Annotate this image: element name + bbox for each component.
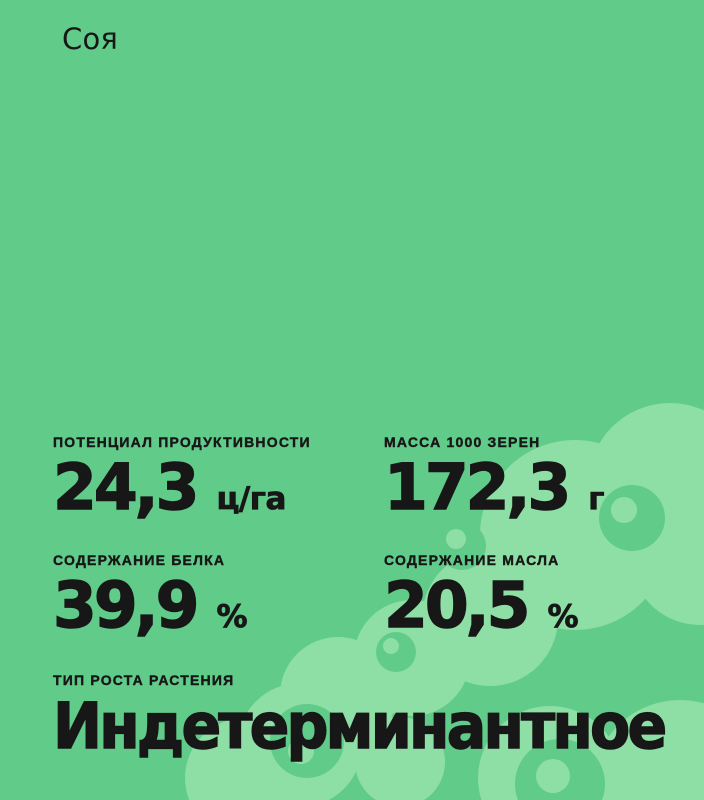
stat-thousand-grain-mass: МАССА 1000 ЗЕРЕН 172,3 г [383,433,605,524]
stat-number: 20,5 [383,569,531,642]
stat-unit: г [588,481,605,517]
stat-growth-type: ТИП РОСТА РАСТЕНИЯ Индетерминантное [52,671,704,763]
stat-protein-content: СОДЕРЖАНИЕ БЕЛКА 39,9 % [52,551,248,642]
stat-number: 24,3 [52,451,200,524]
stat-unit: % [216,599,248,635]
stat-value: 24,3 ц/га [52,451,311,524]
stat-label: ТИП РОСТА РАСТЕНИЯ [53,672,235,688]
stat-productivity-potential: ПОТЕНЦИАЛ ПРОДУКТИВНОСТИ 24,3 ц/га [52,433,311,524]
stat-unit: ц/га [216,481,287,517]
stat-value: 172,3 г [383,451,605,524]
stat-label: СОДЕРЖАНИЕ БЕЛКА [53,552,226,568]
page-title: Соя [62,22,119,56]
stat-number: 172,3 [383,451,572,524]
stat-number: 39,9 [52,569,200,642]
stat-value: 20,5 % [383,569,579,642]
stat-unit: % [547,599,579,635]
stat-value: 39,9 % [52,569,248,642]
growth-type-value: Индетерминантное [52,690,668,763]
stat-oil-content: СОДЕРЖАНИЕ МАСЛА 20,5 % [383,551,579,642]
stat-label: ПОТЕНЦИАЛ ПРОДУКТИВНОСТИ [53,434,311,450]
stat-label: СОДЕРЖАНИЕ МАСЛА [384,552,560,568]
stat-label: МАССА 1000 ЗЕРЕН [384,434,541,450]
